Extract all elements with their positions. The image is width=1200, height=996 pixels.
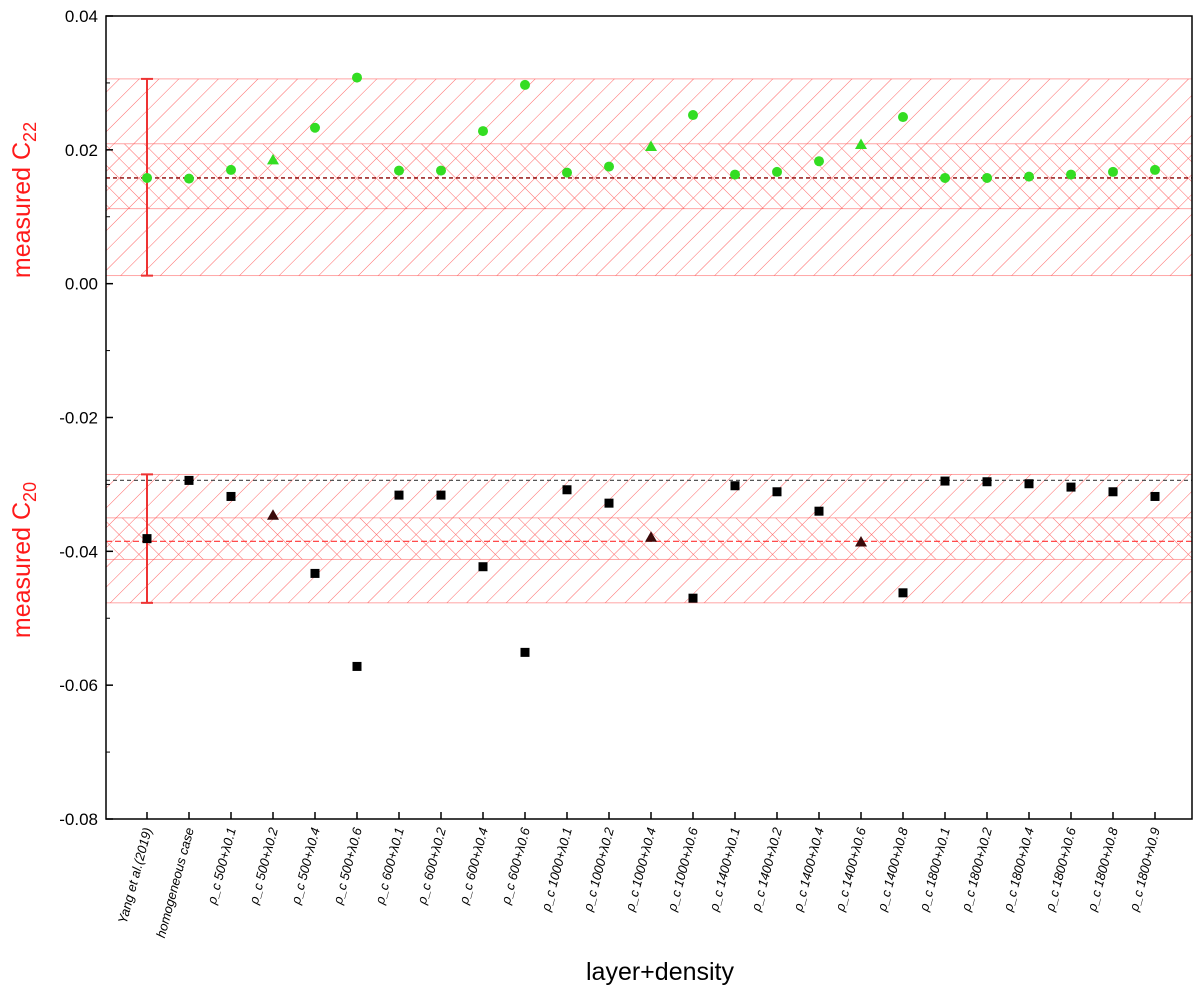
point-s1-19 bbox=[940, 476, 950, 486]
point-s0-21 bbox=[1024, 171, 1034, 182]
point-s0-9 bbox=[520, 79, 530, 90]
y-axis-title-lower-subscript: 20 bbox=[20, 482, 40, 502]
x-tick-label-23: ρ_c 1800+λ0.8 bbox=[1084, 825, 1121, 913]
band-inner-C22 bbox=[106, 143, 1192, 210]
y-axis-title-upper: measured C22 bbox=[8, 122, 40, 278]
x-tick-label-15: ρ_c 1400+λ0.2 bbox=[748, 825, 785, 913]
x-tick-label-17: ρ_c 1400+λ0.6 bbox=[832, 825, 869, 913]
point-s0-4 bbox=[310, 122, 320, 133]
point-s0-24 bbox=[1150, 164, 1160, 175]
x-tick-label-2: ρ_c 500+λ0.1 bbox=[204, 826, 239, 907]
point-s1-21 bbox=[1024, 479, 1034, 489]
point-s0-20 bbox=[982, 172, 992, 183]
point-s0-6 bbox=[394, 165, 404, 176]
point-s0-0 bbox=[142, 172, 152, 183]
point-s0-8 bbox=[478, 126, 488, 137]
y-tick-label-4: -0.04 bbox=[59, 542, 98, 561]
point-s1-22 bbox=[1066, 482, 1076, 492]
x-tick-label-24: ρ_c 1800+λ0.9 bbox=[1126, 826, 1163, 914]
point-s0-19 bbox=[940, 172, 950, 183]
point-s1-10 bbox=[562, 485, 572, 495]
point-s0-14 bbox=[730, 169, 740, 180]
point-s1-11 bbox=[604, 498, 614, 508]
x-tick-label-22: ρ_c 1800+λ0.6 bbox=[1042, 825, 1079, 913]
x-tick-label-14: ρ_c 1400+λ0.1 bbox=[706, 826, 743, 914]
point-s1-12 bbox=[645, 531, 657, 542]
x-tick-label-18: ρ_c 1400+λ0.8 bbox=[874, 825, 911, 913]
point-s1-8 bbox=[478, 562, 488, 572]
y-axis: 0.04 0.02 0.00 -0.02 -0.04 -0.06 -0.08 bbox=[59, 7, 113, 829]
x-axis-title: layer+density bbox=[586, 958, 734, 986]
point-s1-0 bbox=[142, 534, 152, 544]
point-s1-16 bbox=[814, 506, 824, 516]
y-axis-title-upper-subscript: 22 bbox=[20, 122, 40, 142]
x-tick-label-0: Yang et al.(2019) bbox=[115, 826, 155, 925]
point-s0-1 bbox=[184, 173, 194, 184]
x-tick-label-7: ρ_c 600+λ0.2 bbox=[414, 825, 449, 906]
x-tick-label-6: ρ_c 600+λ0.1 bbox=[372, 826, 407, 907]
point-s0-13 bbox=[688, 110, 698, 121]
point-s1-9 bbox=[520, 647, 530, 657]
x-tick-label-4: ρ_c 500+λ0.4 bbox=[288, 826, 323, 907]
point-s1-17 bbox=[855, 535, 867, 547]
x-tick-label-20: ρ_c 1800+λ0.2 bbox=[958, 825, 995, 913]
point-s1-4 bbox=[310, 568, 320, 578]
point-s1-13 bbox=[688, 593, 698, 603]
x-tick-label-1: homogeneous case bbox=[153, 826, 197, 939]
point-s1-6 bbox=[394, 490, 404, 500]
y-tick-label-3: -0.02 bbox=[59, 409, 98, 428]
x-tick-label-13: ρ_c 1000+λ0.6 bbox=[664, 825, 701, 913]
point-s1-24 bbox=[1150, 491, 1160, 501]
point-s1-18 bbox=[898, 588, 908, 598]
reference-bands bbox=[106, 78, 1192, 604]
point-s1-14 bbox=[730, 481, 740, 491]
point-s0-15 bbox=[772, 166, 782, 177]
y-tick-label-5: -0.06 bbox=[59, 676, 98, 695]
x-tick-label-10: ρ_c 1000+λ0.1 bbox=[538, 826, 575, 914]
point-s1-2 bbox=[226, 491, 236, 501]
point-s1-1 bbox=[184, 475, 194, 485]
y-tick-label-0: 0.04 bbox=[65, 7, 98, 26]
point-s0-23 bbox=[1108, 166, 1118, 177]
point-s0-3 bbox=[267, 153, 279, 165]
x-tick-label-5: ρ_c 500+λ0.6 bbox=[330, 825, 365, 906]
point-s1-5 bbox=[352, 661, 362, 671]
y-tick-label-1: 0.02 bbox=[65, 141, 98, 160]
point-s0-12 bbox=[645, 140, 657, 151]
x-axis: Yang et al.(2019)homogeneous case ρ_c 500… bbox=[115, 812, 1163, 939]
x-tick-label-8: ρ_c 600+λ0.4 bbox=[456, 826, 491, 907]
point-s0-18 bbox=[898, 112, 908, 123]
point-s0-7 bbox=[436, 165, 446, 176]
point-s0-11 bbox=[604, 161, 614, 172]
point-s0-16 bbox=[814, 156, 824, 167]
x-tick-label-11: ρ_c 1000+λ0.2 bbox=[580, 825, 617, 913]
y-tick-label-6: -0.08 bbox=[59, 810, 98, 829]
y-tick-label-2: 0.00 bbox=[65, 275, 98, 294]
x-tick-label-21: ρ_c 1800+λ0.4 bbox=[1000, 826, 1037, 914]
x-tick-label-9: ρ_c 600+λ0.6 bbox=[498, 825, 533, 906]
data-points bbox=[142, 72, 1160, 671]
point-s1-23 bbox=[1108, 487, 1118, 497]
point-s0-10 bbox=[562, 167, 572, 178]
x-tick-label-12: ρ_c 1000+λ0.4 bbox=[622, 826, 659, 914]
x-tick-label-16: ρ_c 1400+λ0.4 bbox=[790, 826, 827, 914]
point-s0-5 bbox=[352, 72, 362, 83]
point-s1-20 bbox=[982, 477, 992, 487]
point-s1-15 bbox=[772, 487, 782, 497]
point-s0-22 bbox=[1066, 169, 1076, 180]
x-tick-label-19: ρ_c 1800+λ0.1 bbox=[916, 826, 953, 914]
point-s0-17 bbox=[855, 138, 867, 149]
point-s1-7 bbox=[436, 490, 446, 500]
point-s0-2 bbox=[226, 164, 236, 175]
point-s1-3 bbox=[267, 509, 279, 520]
y-axis-title-lower: measured C20 bbox=[8, 482, 40, 638]
x-tick-label-3: ρ_c 500+λ0.2 bbox=[246, 825, 281, 906]
